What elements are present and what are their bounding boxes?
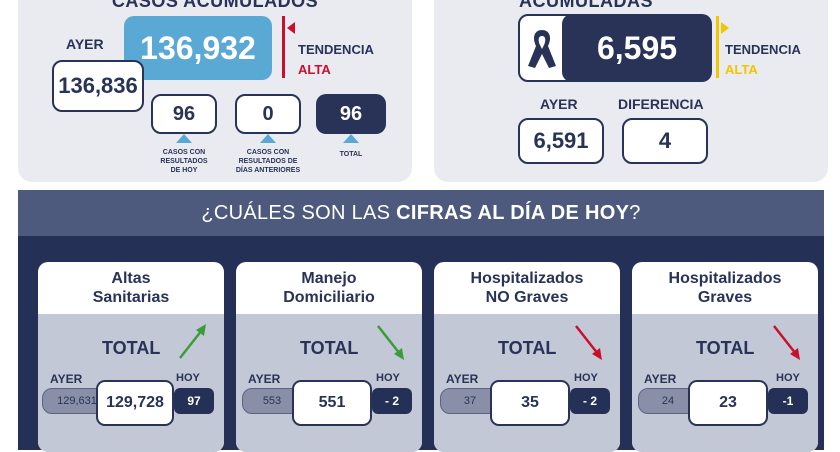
card-graves: Hospitalizados Graves TOTAL AYER HOY 24 2… — [632, 262, 818, 452]
total-deaths-value: 6,595 — [596, 29, 678, 66]
trend-marker-icon — [287, 22, 295, 34]
pointer-icon — [343, 134, 359, 143]
total-label: TOTAL — [498, 338, 557, 358]
ayer-label: AYER — [50, 372, 83, 386]
sub-box-today-caption: CASOS CON RESULTADOS DE HOY — [160, 149, 208, 174]
deaths-ayer-box: 6,591 — [518, 118, 604, 164]
tendencia-label: TENDENCIA — [298, 42, 374, 57]
deaths-ayer-label: AYER — [540, 96, 578, 112]
card-title-line1: Hospitalizados — [668, 270, 782, 287]
total-value: 129,728 — [96, 380, 174, 426]
total-value: 23 — [688, 380, 768, 426]
sub-box-total: 96 — [316, 94, 386, 134]
pointer-icon — [260, 134, 276, 143]
deaths-tendencia-label: TENDENCIA — [725, 42, 801, 57]
today-header: ¿CUÁLES SON LAS CIFRAS AL DÍA DE HOY ? — [18, 190, 824, 236]
sub-box-previous-caption: CASOS CON RESULTADOS DE DÍAS ANTERIORES — [235, 149, 301, 174]
card-title: Altas Sanitarias — [38, 262, 224, 314]
sub-box-total-caption: TOTAL — [339, 151, 363, 158]
card-title-line2: Sanitarias — [92, 289, 170, 306]
card-body: TOTAL AYER HOY 37 35 - 2 — [434, 314, 620, 452]
hoy-value: - 2 — [570, 388, 610, 414]
trend-bar — [716, 16, 719, 78]
pointer-icon — [176, 134, 192, 143]
card-title: Hospitalizados Graves — [632, 262, 818, 314]
ayer-cases-value: 136,836 — [58, 73, 138, 98]
deaths-ayer-value: 6,591 — [533, 128, 589, 153]
card-domiciliario: Manejo Domiciliario TOTAL AYER HOY 553 55… — [236, 262, 422, 452]
total-value: 35 — [490, 380, 570, 426]
question-suffix: ? — [629, 201, 641, 224]
card-body: TOTAL AYER HOY 553 551 - 2 — [236, 314, 422, 452]
hoy-value: -1 — [768, 388, 808, 414]
sub-box-today-value: 96 — [172, 102, 196, 125]
ayer-label: AYER — [644, 372, 677, 386]
deaths-tendencia-value: ALTA — [725, 62, 758, 77]
hoy-label: HOY — [574, 372, 598, 384]
card-title: Hospitalizados NO Graves — [434, 262, 620, 314]
diferencia-box: 4 — [622, 118, 708, 164]
ribbon-icon — [528, 30, 556, 68]
question-prefix: ¿CUÁLES SON LAS — [201, 201, 397, 224]
ayer-cases-box: 136,836 — [52, 60, 144, 112]
trend-up-arrow-icon — [179, 324, 206, 359]
sub-box-previous-value: 0 — [262, 102, 274, 125]
card-title-line2: Domiciliario — [283, 289, 375, 306]
card-body: TOTAL AYER HOY 129,631 129,728 97 — [38, 314, 224, 452]
ayer-label: AYER — [446, 372, 479, 386]
sub-box-total-value: 96 — [339, 102, 363, 125]
card-title-line1: Hospitalizados — [470, 270, 584, 287]
total-label: TOTAL — [300, 338, 359, 358]
card-title: Manejo Domiciliario — [236, 262, 422, 314]
trend-down-arrow-icon — [377, 325, 404, 360]
deaths-title: ACUMULADAS — [519, 0, 653, 11]
hoy-label: HOY — [776, 372, 800, 384]
ayer-label: AYER — [66, 36, 104, 52]
total-cases-box: 136,932 — [124, 16, 272, 80]
card-title-line2: NO Graves — [485, 289, 569, 306]
card-altas: Altas Sanitarias TOTAL AYER HOY 129,631 1… — [38, 262, 224, 452]
total-deaths-box: 6,595 — [562, 14, 712, 82]
card-no-graves: Hospitalizados NO Graves TOTAL AYER HOY 3… — [434, 262, 620, 452]
question-bold: CIFRAS AL DÍA DE HOY — [396, 201, 630, 224]
hoy-label: HOY — [376, 372, 400, 384]
total-label: TOTAL — [696, 338, 755, 358]
hoy-value: 97 — [174, 388, 214, 414]
card-body: TOTAL AYER HOY 24 23 -1 — [632, 314, 818, 452]
cases-title: CASOS ACUMULADOS — [111, 0, 319, 11]
card-title-line1: Altas — [111, 270, 151, 287]
diferencia-label: DIFERENCIA — [618, 96, 704, 112]
trend-marker-icon — [721, 22, 729, 34]
total-value: 551 — [292, 380, 372, 426]
total-label: TOTAL — [102, 338, 161, 358]
diferencia-value: 4 — [658, 128, 672, 153]
card-title-line1: Manejo — [301, 270, 357, 287]
trend-down-arrow-icon — [773, 325, 800, 360]
tendencia-value: ALTA — [298, 62, 331, 77]
trend-down-arrow-icon — [575, 325, 602, 360]
ayer-label: AYER — [248, 372, 281, 386]
hoy-value: - 2 — [372, 388, 412, 414]
trend-bar — [282, 16, 285, 78]
hoy-label: HOY — [176, 372, 200, 384]
sub-box-previous: 0 — [235, 94, 301, 134]
card-title-line2: Graves — [697, 289, 753, 306]
sub-box-today: 96 — [151, 94, 217, 134]
total-cases-value: 136,932 — [140, 29, 256, 66]
